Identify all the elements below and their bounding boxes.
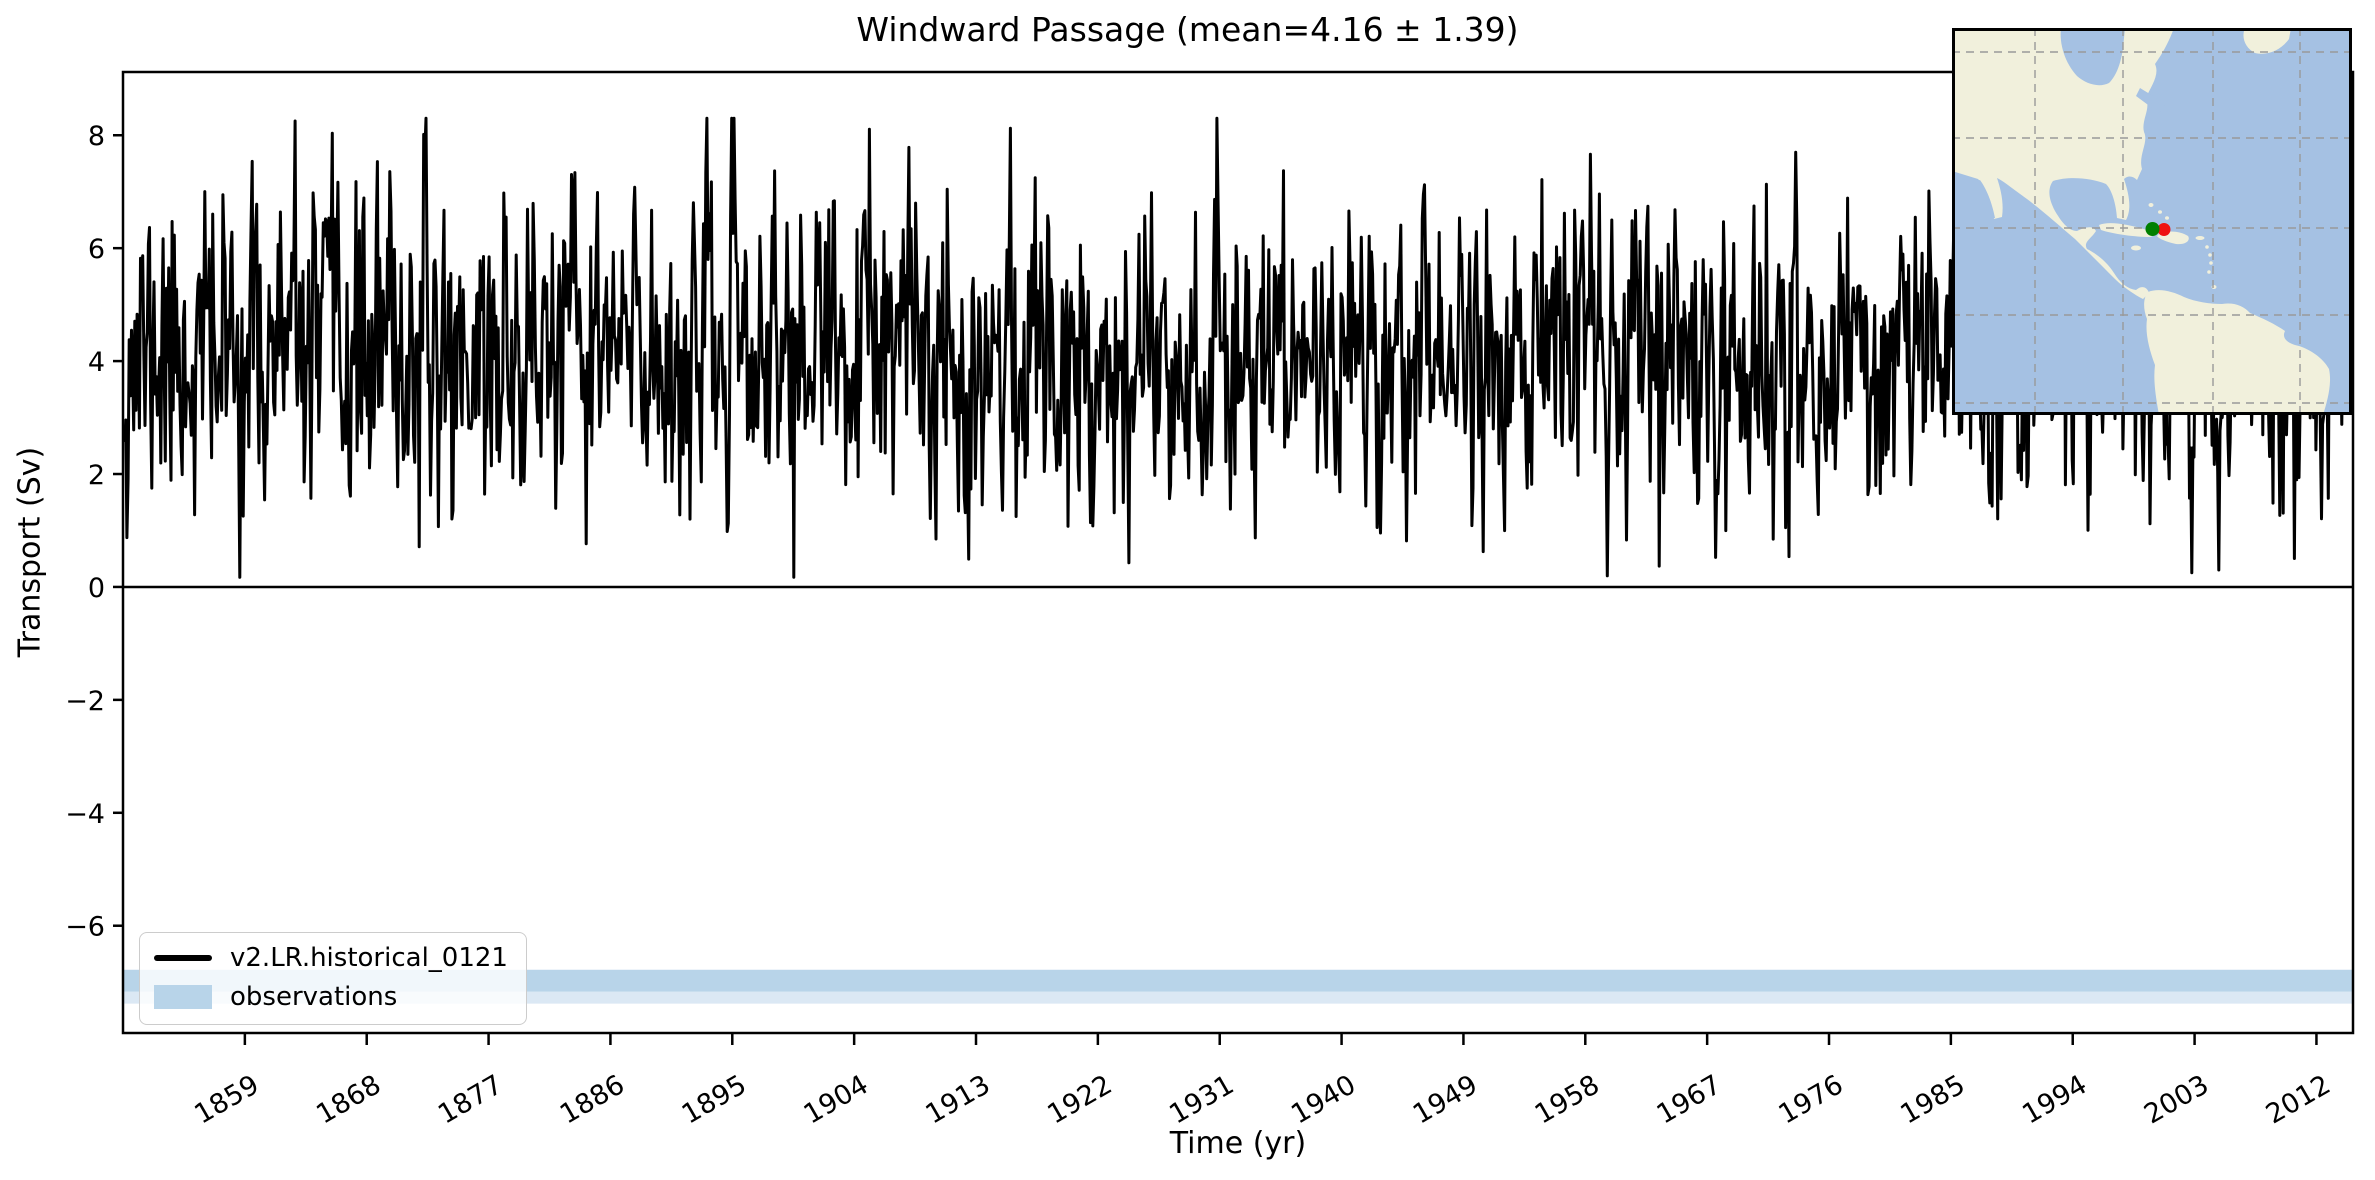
legend-item-label: v2.LR.historical_0121 <box>230 943 508 973</box>
map-land-island <box>2148 203 2154 207</box>
legend-item-observations: observations <box>154 982 508 1012</box>
map-land-island <box>2207 270 2211 274</box>
x-tick-label: 1994 <box>2017 1069 2092 1130</box>
legend-line-swatch-icon <box>154 955 212 961</box>
map-land-cuba <box>2099 223 2154 237</box>
x-tick-label: 1868 <box>311 1069 386 1130</box>
y-tick-label: 8 <box>88 121 105 152</box>
model-location-marker <box>2145 222 2160 236</box>
x-tick-label: 2003 <box>2139 1069 2214 1130</box>
observations-band <box>123 991 2353 1004</box>
observations-band <box>123 969 2353 992</box>
x-tick-label: 1859 <box>189 1069 264 1130</box>
y-tick-label: 0 <box>88 573 105 604</box>
x-tick-label: 1976 <box>1773 1069 1848 1130</box>
map-land <box>1952 28 2331 415</box>
map-land-trinidad <box>2211 285 2217 289</box>
x-tick-label: 1895 <box>677 1069 752 1130</box>
map-land-island <box>2209 261 2213 265</box>
x-tick-label: 1985 <box>1895 1069 1970 1130</box>
y-tick-label: −6 <box>65 912 105 943</box>
y-axis-label: Transport (Sv) <box>12 446 48 658</box>
y-tick-label: 6 <box>88 234 105 265</box>
x-tick-label: 1877 <box>433 1069 508 1130</box>
map-land-island <box>2208 253 2212 257</box>
map-border <box>1952 28 2352 415</box>
legend: v2.LR.historical_0121 observations <box>139 932 527 1025</box>
x-tick-label: 1967 <box>1652 1069 1727 1130</box>
legend-item-model: v2.LR.historical_0121 <box>154 943 508 973</box>
x-tick-label: 1931 <box>1164 1069 1239 1130</box>
y-tick-label: −4 <box>65 799 105 830</box>
map-gulf-of-california <box>1972 180 1995 219</box>
x-tick-label: 1904 <box>799 1069 874 1130</box>
map-land-island <box>2158 210 2162 214</box>
map-land-greenland <box>2243 28 2291 54</box>
x-tick-label: 1940 <box>1286 1069 1361 1130</box>
legend-patch-swatch-icon <box>154 985 212 1009</box>
axes-frame <box>121 70 2355 1035</box>
map-land-puerto-rico <box>2195 236 2205 240</box>
inset-map <box>1952 28 2352 415</box>
map-land-island <box>2165 216 2169 220</box>
y-tick-label: −2 <box>65 686 105 717</box>
x-tick-label: 1958 <box>1530 1069 1605 1130</box>
map-hudson-bay <box>2060 28 2125 86</box>
map-water-features <box>1972 28 2166 219</box>
map-st-lawrence <box>2136 88 2166 113</box>
map-land-jamaica <box>2131 245 2141 251</box>
map-land-island <box>2205 245 2209 249</box>
x-tick-label: 2012 <box>2261 1069 2336 1130</box>
x-tick-label: 1949 <box>1408 1069 1483 1130</box>
x-tick-label: 1886 <box>555 1069 630 1130</box>
map-land-south-america <box>2144 290 2331 415</box>
obs-location-marker <box>2157 223 2171 236</box>
y-tick-label: 4 <box>88 347 105 378</box>
x-tick-label: 1922 <box>1042 1069 1117 1130</box>
legend-item-label: observations <box>230 982 398 1012</box>
chart-title: Windward Passage (mean=4.16 ± 1.39) <box>856 10 1519 49</box>
x-axis-label: Time (yr) <box>1169 1126 1307 1161</box>
y-tick-label: 2 <box>88 460 105 491</box>
map-land-north-america <box>1952 28 2174 299</box>
x-tick-label: 1913 <box>920 1069 995 1130</box>
